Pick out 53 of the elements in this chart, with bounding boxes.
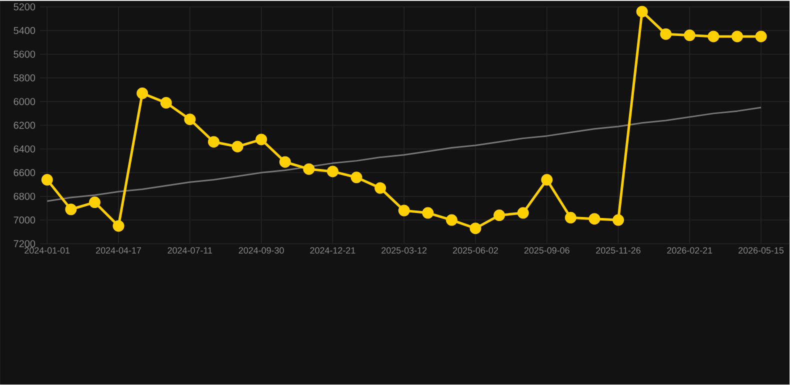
point — [374, 182, 386, 194]
point — [541, 174, 553, 186]
point — [636, 6, 648, 18]
point — [564, 212, 576, 224]
y-tick-label: 5200 — [14, 3, 36, 11]
point — [208, 136, 220, 148]
x-tick-label: 2025-06-02 — [453, 247, 498, 254]
y-tick-label: 6800 — [14, 192, 36, 200]
point — [184, 114, 196, 126]
point — [41, 174, 53, 186]
point — [731, 30, 743, 42]
point — [446, 214, 458, 226]
x-tick-label: 2025-03-12 — [382, 247, 427, 254]
y-tick-label: 7000 — [14, 216, 36, 224]
point — [112, 220, 124, 232]
point — [517, 207, 529, 219]
point — [350, 172, 362, 184]
x-tick-label: 2024-09-30 — [238, 247, 284, 254]
point — [398, 204, 410, 216]
point — [256, 134, 268, 146]
point — [422, 207, 434, 219]
point — [755, 30, 767, 42]
y-tick-label: 5600 — [14, 50, 36, 58]
point — [65, 204, 77, 216]
x-tick-label: 2024-01-01 — [24, 247, 70, 254]
y-tick-label: 7200 — [14, 240, 36, 248]
point — [88, 196, 100, 208]
point — [708, 30, 720, 42]
point — [684, 30, 696, 42]
x-tick-label: 2026-02-21 — [667, 247, 712, 254]
point — [612, 214, 624, 226]
point — [160, 97, 172, 109]
x-tick-label: 2024-04-17 — [96, 247, 141, 254]
point — [494, 210, 506, 222]
y-tick-label: 6600 — [14, 169, 36, 176]
y-tick-label: 5400 — [14, 27, 36, 34]
point — [279, 156, 291, 168]
point — [136, 88, 148, 100]
point — [232, 141, 244, 153]
x-tick-label: 2025-09-06 — [524, 247, 570, 254]
y-tick-label: 6200 — [14, 122, 36, 129]
point — [326, 166, 338, 178]
point — [303, 164, 315, 176]
x-tick-label: 2024-07-11 — [168, 247, 212, 254]
x-tick-label: 2024-12-21 — [310, 247, 356, 254]
y-tick-label: 6000 — [14, 98, 36, 106]
y-tick-label: 5800 — [14, 74, 36, 82]
y-tick-label: 6400 — [14, 146, 36, 153]
x-tick-label: 2025-11-26 — [596, 247, 640, 254]
point — [588, 213, 600, 225]
x-tick-label: 2026-05-15 — [738, 247, 784, 254]
point — [470, 222, 482, 234]
point — [660, 28, 672, 40]
